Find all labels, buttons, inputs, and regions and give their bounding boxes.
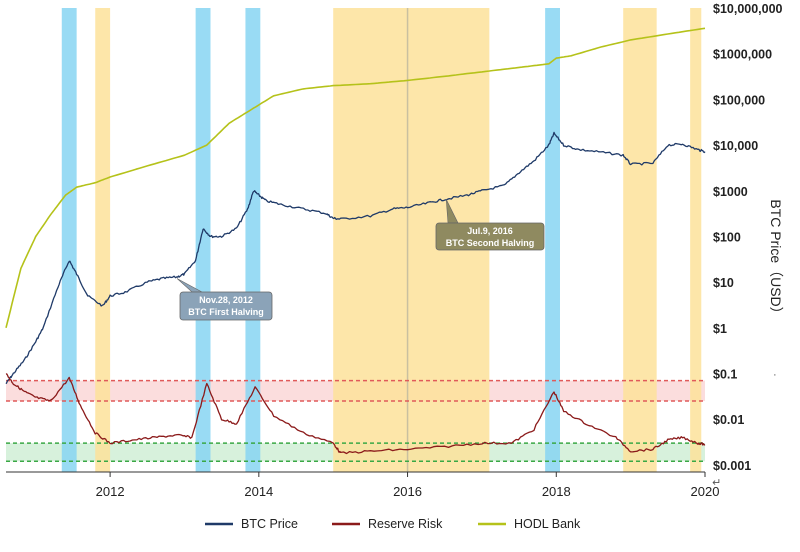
btc-price-line	[5, 131, 706, 385]
y-tick-label: $1000	[713, 185, 748, 199]
stray-dot: ·	[773, 369, 777, 381]
y-tick-label: $0.001	[713, 459, 751, 473]
btc-price-legend-label: BTC Price	[241, 517, 298, 531]
blue-band	[545, 8, 560, 472]
x-tick-label: 2020	[691, 484, 720, 499]
y-axis-title: BTC Price（USD）	[768, 199, 784, 320]
legend: BTC Price Reserve Risk HODL Bank	[205, 517, 581, 531]
y-tick-label: $100	[713, 230, 741, 244]
reserve-risk-legend-label: Reserve Risk	[368, 517, 443, 531]
x-tick-label: 2014	[244, 484, 273, 499]
yellow-band	[623, 8, 657, 472]
axes: $10,000,000 $1000,000 $100,000 $10,000 $1000…	[6, 2, 784, 499]
y-tick-label: $0.01	[713, 413, 744, 427]
callout-date: Jul.9, 2016	[467, 226, 513, 236]
y-tick-label: $0.1	[713, 368, 737, 382]
y-tick-label: $100,000	[713, 93, 765, 107]
hodl-bank-legend-label: HODL Bank	[514, 517, 581, 531]
x-tick-label: 2016	[393, 484, 422, 499]
reserve-risk-line	[5, 373, 706, 455]
callout-date: Nov.28, 2012	[199, 295, 253, 305]
x-tick-label: 2012	[96, 484, 125, 499]
blue-band	[61, 8, 77, 472]
yellow-band	[95, 8, 111, 472]
y-tick-label: $1000,000	[713, 48, 772, 62]
callout-box	[435, 222, 545, 251]
x-tick-label: 2018	[542, 484, 571, 499]
callout-text: BTC First Halving	[188, 307, 264, 317]
blue-band	[245, 8, 261, 472]
reference-lines	[6, 379, 705, 463]
y-tick-label: $10,000	[713, 139, 758, 153]
y-tick-label: $1	[713, 322, 727, 336]
yellow-band	[690, 8, 702, 472]
callout-box	[179, 291, 273, 321]
highlight-bands	[61, 8, 702, 472]
hodl-bank-line	[5, 27, 706, 328]
y-tick-label: $10	[713, 276, 734, 290]
series-lines	[5, 27, 706, 455]
blue-band	[195, 8, 211, 472]
return-mark: ↵	[712, 477, 721, 489]
y-tick-label: $10,000,000	[713, 2, 783, 16]
annotations: Nov.28, 2012 BTC First Halving Jul.9, 2016…	[176, 199, 545, 321]
callout-text: BTC Second Halving	[446, 238, 535, 248]
